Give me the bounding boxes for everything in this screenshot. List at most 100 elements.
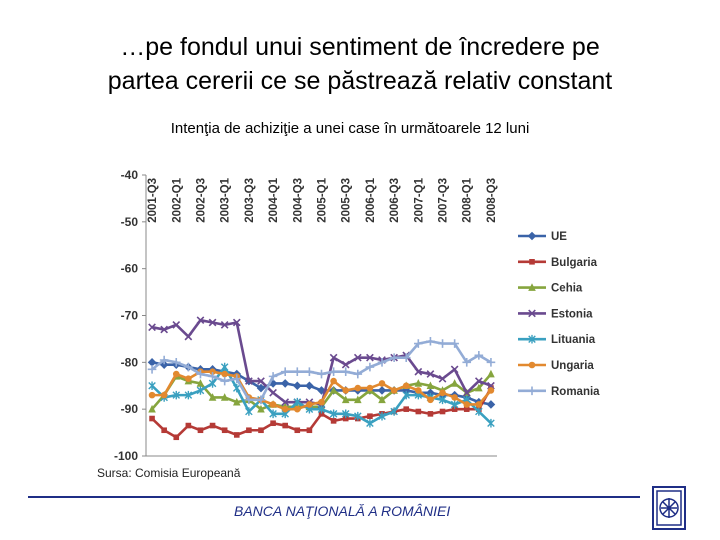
point-marker [390, 387, 398, 394]
point-marker [439, 389, 446, 397]
point-marker [354, 384, 362, 392]
point-marker [147, 358, 157, 367]
point-marker [341, 367, 351, 376]
legend-item-lituania: Lituania [518, 334, 596, 346]
point-marker [185, 422, 192, 429]
point-marker [365, 362, 375, 372]
point-marker [354, 395, 362, 404]
point-marker [147, 365, 157, 374]
point-marker [451, 394, 458, 401]
point-marker [439, 408, 446, 415]
y-tick-label: -50 [121, 215, 139, 229]
point-marker [463, 406, 470, 412]
point-marker [270, 420, 276, 427]
point-marker [221, 370, 228, 378]
point-marker [318, 411, 325, 417]
point-marker [342, 415, 349, 422]
point-marker [366, 418, 374, 428]
point-marker [528, 334, 536, 344]
footer-bank-name: BANCA NAŢIONALĂ A ROMÂNIEI [234, 503, 451, 519]
point-marker [184, 390, 193, 400]
x-tick-label: 2004-Q3 [292, 178, 304, 223]
legend-label: Ungaria [551, 360, 594, 372]
point-marker [232, 318, 241, 327]
point-marker [196, 369, 205, 379]
point-marker [366, 384, 374, 392]
point-marker [330, 377, 337, 385]
footer-divider [28, 496, 640, 498]
point-marker [426, 336, 435, 346]
point-marker [377, 386, 387, 395]
point-marker [367, 413, 373, 419]
point-marker [415, 387, 422, 394]
point-marker [171, 358, 181, 367]
point-marker [438, 339, 447, 348]
point-marker [197, 427, 204, 434]
x-tick-label: 2007-Q1 [413, 177, 425, 222]
point-marker [426, 381, 435, 390]
point-marker [426, 388, 435, 398]
legend-label: Lituania [551, 334, 596, 346]
point-marker [402, 390, 411, 400]
point-marker [232, 397, 241, 406]
point-marker [232, 383, 241, 393]
point-marker [426, 370, 435, 378]
point-marker [280, 379, 290, 388]
point-marker [233, 432, 240, 438]
point-marker [377, 358, 387, 367]
chart-source: Sursa: Comisia Europeană [97, 466, 241, 480]
point-marker [527, 231, 537, 241]
point-marker [402, 382, 410, 390]
point-marker [341, 360, 350, 369]
point-marker [208, 393, 217, 401]
y-tick-label: -80 [121, 355, 139, 369]
point-marker [160, 391, 168, 399]
point-marker [462, 388, 471, 397]
point-marker [269, 409, 277, 419]
point-marker [280, 367, 290, 376]
x-tick-label: 2003-Q1 [220, 177, 232, 222]
point-marker [450, 379, 459, 387]
point-marker [354, 411, 362, 421]
point-marker [160, 325, 169, 334]
legend-label: Romania [551, 386, 600, 398]
chart-axes: -40 -50 -60 -70 -80 -90 -100 [114, 168, 497, 463]
point-marker [329, 367, 338, 376]
x-tick-label: 2004-Q1 [268, 177, 280, 222]
point-marker [528, 309, 536, 318]
point-marker [474, 377, 483, 385]
point-marker [342, 387, 350, 394]
point-marker [268, 379, 278, 388]
legend-item-ungaria: Ungaria [518, 360, 594, 372]
point-marker [427, 396, 434, 404]
point-marker [256, 395, 266, 405]
point-marker [257, 377, 265, 385]
point-marker [389, 353, 399, 362]
point-marker [528, 283, 536, 291]
point-marker [220, 362, 229, 372]
point-marker [293, 405, 301, 413]
point-marker [390, 407, 398, 416]
point-marker [268, 372, 278, 381]
x-tick-label: 2008-Q3 [486, 178, 498, 223]
point-marker [173, 434, 180, 441]
point-marker [401, 353, 411, 362]
point-marker [257, 404, 265, 413]
point-marker [209, 422, 216, 429]
point-marker [427, 411, 434, 417]
point-marker [172, 370, 180, 378]
point-marker [317, 369, 326, 379]
legend-item-bulgaria: Bulgaria [518, 257, 598, 269]
point-marker [487, 369, 495, 378]
point-marker [329, 386, 338, 394]
point-marker [329, 409, 338, 419]
point-marker [486, 358, 496, 367]
point-marker [487, 387, 495, 394]
point-marker [269, 388, 277, 397]
point-marker [341, 395, 350, 404]
point-marker [184, 362, 193, 372]
point-marker [148, 323, 156, 332]
point-marker [450, 339, 459, 348]
point-marker [329, 353, 338, 362]
